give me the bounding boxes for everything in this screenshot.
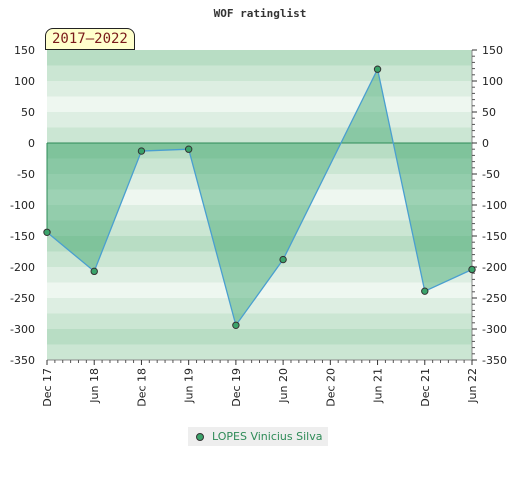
y-tick-label-right: -250 [482, 292, 507, 305]
data-point [43, 228, 51, 236]
data-point [90, 267, 98, 276]
y-tick-label-right: -350 [482, 354, 507, 367]
grid-band [47, 96, 472, 112]
legend-marker-icon [196, 432, 204, 441]
grid-band [47, 267, 472, 283]
y-tick-label-right: -300 [482, 323, 507, 336]
x-tick-label: Dec 20 [324, 368, 337, 407]
grid-band [47, 236, 472, 252]
y-tick-label-right: 150 [482, 44, 503, 57]
grid-band [47, 251, 472, 267]
y-tick-label-left: -200 [10, 261, 35, 274]
y-tick-label-left: 0 [28, 137, 35, 150]
y-tick-label-left: -100 [10, 199, 35, 212]
x-tick-label: Jun 20 [277, 368, 290, 404]
grid-band [47, 313, 472, 329]
grid-band [47, 282, 472, 298]
grid-band [47, 189, 472, 205]
data-point [232, 321, 240, 329]
data-point [468, 265, 476, 274]
y-tick-label-right: 50 [482, 106, 496, 119]
y-tick-label-left: -150 [10, 230, 35, 243]
y-tick-label-left: -350 [10, 354, 35, 367]
x-tick-label: Dec 21 [419, 368, 432, 407]
series-markers [43, 65, 476, 329]
y-tick-label-left: -250 [10, 292, 35, 305]
y-tick-label-right: 0 [482, 137, 489, 150]
grid-band [47, 329, 472, 345]
plot-background-bands [47, 50, 472, 360]
legend[interactable]: LOPES Vinicius Silva [188, 427, 329, 446]
y-tick-label-left: 150 [14, 44, 35, 57]
data-point [184, 145, 193, 153]
x-tick-label: Jun 21 [372, 368, 385, 404]
grid-band [47, 112, 472, 128]
series-area-fill [47, 69, 472, 326]
y-tick-label-right: 100 [482, 75, 503, 88]
x-tick-label: Dec 18 [135, 368, 148, 407]
grid-band [47, 127, 472, 143]
y-tick-label-left: -50 [17, 168, 35, 181]
grid-band [47, 158, 472, 174]
x-tick-label: Jun 22 [466, 368, 479, 404]
grid-band [47, 50, 472, 66]
grid-band [47, 65, 472, 81]
data-point [137, 147, 146, 155]
grid-band [47, 298, 472, 314]
grid-band [47, 143, 472, 159]
grid-band [47, 174, 472, 190]
y-tick-label-left: 50 [21, 106, 35, 119]
x-tick-label: Jun 18 [88, 368, 101, 404]
grid-band [47, 220, 472, 236]
data-point [421, 287, 429, 295]
y-tick-label-right: -150 [482, 230, 507, 243]
y-tick-label-right: -200 [482, 261, 507, 274]
grid-band [47, 205, 472, 221]
y-tick-label-right: -50 [482, 168, 500, 181]
data-point [279, 255, 287, 264]
x-tick-label: Dec 19 [230, 368, 243, 407]
chart-title: WOF ratinglist [214, 7, 307, 20]
y-tick-label-right: -100 [482, 199, 507, 212]
y-tick-label-left: -300 [10, 323, 35, 336]
x-tick-label: Jun 19 [183, 368, 196, 404]
y-tick-label-left: 100 [14, 75, 35, 88]
grid-band [47, 81, 472, 97]
axes: 150 150 100 100 50 50 0 0 -50 -50 -100 -100 -150 -150… [10, 44, 507, 407]
period-badge: 2017–2022 [45, 28, 135, 50]
grid-band [47, 344, 472, 360]
data-point [373, 65, 382, 73]
x-tick-label: Dec 17 [41, 368, 54, 407]
legend-series-label: LOPES Vinicius Silva [212, 430, 323, 443]
